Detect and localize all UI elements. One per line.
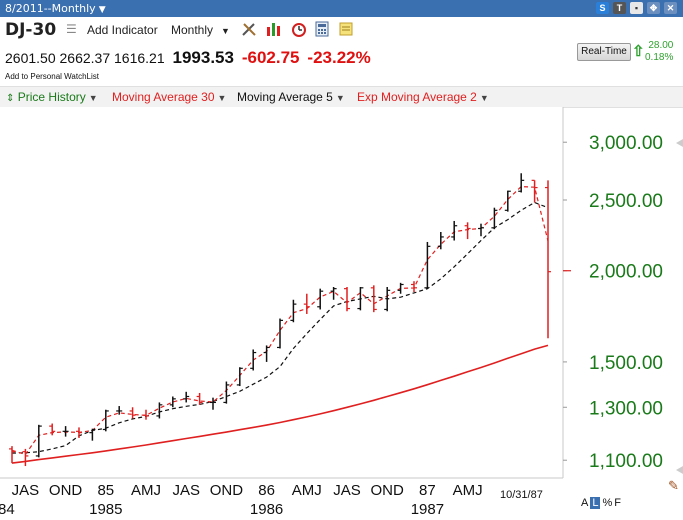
chevron-down-icon: ▼ <box>335 93 345 103</box>
x-tick-label: JAS <box>333 482 361 499</box>
x-tick-label: OND <box>49 482 83 499</box>
window-title-wrap[interactable]: 8/2011--Monthly ▼ <box>5 2 106 15</box>
ma5-line <box>11 201 549 454</box>
up-arrow-icon: ⇧ <box>632 43 645 60</box>
y-tick-label: 3,000.00 <box>589 133 663 154</box>
notes-icon[interactable] <box>338 21 354 37</box>
chart-toolbar: DJ-30 ☰ Add Indicator Monthly ▼ <box>0 17 683 44</box>
y-axis: 3,000.00 2,500.00 2,000.00 1,500.00 1,300.00… <box>563 133 683 474</box>
x-tick-label: AMJ <box>292 482 322 499</box>
legend-label: Moving Average 5 <box>237 90 333 104</box>
legend-ma30[interactable]: Moving Average 30 ▼ <box>112 90 226 104</box>
indicator-legend: ⇕ Price History ▼ Moving Average 30 ▼ Movi… <box>0 86 683 108</box>
y-tick-label: 2,500.00 <box>589 191 663 212</box>
scale-auto-button[interactable]: A <box>581 497 589 509</box>
y-tick-label: 2,000.00 <box>589 262 663 283</box>
scale-buttons: A L% F <box>581 497 623 509</box>
x-year-label: 1986 <box>250 501 283 517</box>
ema2-layer <box>11 185 549 456</box>
price-bars-layer <box>9 173 551 467</box>
legend-label: Price History <box>17 90 86 104</box>
scale-fixed-button[interactable]: F <box>614 497 621 509</box>
window-titlebar: 8/2011--Monthly ▼ S T ▪ ✥ ✕ <box>0 0 683 17</box>
title-dropdown-icon[interactable]: ▼ <box>98 5 106 15</box>
x-year-label: 1987 <box>411 501 444 517</box>
x-year-label: 84 <box>0 501 15 517</box>
x-tick-label: JAS <box>172 482 200 499</box>
expand-icon: ⇕ <box>6 93 15 104</box>
symbol-label[interactable]: DJ-30 <box>5 20 57 40</box>
realtime-change-block: 28.00 0.18% <box>645 40 673 64</box>
period-select[interactable]: Monthly ▼ <box>171 23 230 37</box>
quote-last: 1993.53 <box>172 48 234 67</box>
close-icon[interactable]: ✕ <box>664 2 677 14</box>
legend-label: Moving Average 30 <box>112 90 215 104</box>
tv-icon[interactable]: T <box>613 2 626 14</box>
x-tick-label: 85 <box>97 482 114 499</box>
ma30-line <box>11 344 549 464</box>
list-icon[interactable]: ☰ <box>66 22 77 36</box>
ma5-layer <box>11 201 549 454</box>
x-tick-label: OND <box>371 482 405 499</box>
window-controls: S T ▪ ✥ ✕ <box>596 2 677 14</box>
scale-log-button[interactable]: L <box>590 497 601 509</box>
quote-low: 1616.21 <box>114 50 165 66</box>
chart-type-icon[interactable] <box>266 21 282 37</box>
x-tick-label: JAS <box>12 482 40 499</box>
add-to-watchlist-link[interactable]: Add to Personal WatchList <box>5 72 99 81</box>
chevron-down-icon: ▼ <box>217 93 227 103</box>
chevron-down-icon: ▼ <box>479 93 489 103</box>
x-tick-label: AMJ <box>131 482 161 499</box>
legend-label: Exp Moving Average 2 <box>357 90 477 104</box>
quote-high: 2662.37 <box>59 50 111 66</box>
x-tick-label: 86 <box>258 482 275 499</box>
legend-ma5[interactable]: Moving Average 5 ▼ <box>237 90 345 104</box>
scroll-up-icon <box>676 139 683 147</box>
realtime-change-pct: 0.18% <box>645 52 674 63</box>
x-tick-label: AMJ <box>453 482 483 499</box>
ma30-layer <box>11 344 549 464</box>
drawing-tools-icon[interactable] <box>241 21 257 37</box>
y-tick-label: 1,300.00 <box>589 398 663 419</box>
s-plus-icon[interactable]: S <box>596 2 609 14</box>
alarm-clock-icon[interactable] <box>291 21 307 37</box>
y-tick-label: 1,100.00 <box>589 451 663 472</box>
x-tick-label: 87 <box>419 482 436 499</box>
x-year-label: 1985 <box>89 501 122 517</box>
y-tick-label: 1,500.00 <box>589 353 663 374</box>
chevron-down-icon: ▼ <box>88 93 98 103</box>
move-icon[interactable]: ✥ <box>647 2 660 14</box>
scale-percent-button[interactable]: % <box>602 497 613 509</box>
legend-ema2[interactable]: Exp Moving Average 2 ▼ <box>357 90 489 104</box>
ema2-line <box>11 185 549 456</box>
date-label: 10/31/87 <box>500 489 543 501</box>
plot-area <box>0 107 563 517</box>
quote-line: 2601.50 2662.37 1616.21 1993.53 -602.75 … <box>5 48 371 68</box>
price-chart[interactable]: 3,000.00 2,500.00 2,000.00 1,500.00 1,300.00… <box>0 107 683 517</box>
pencil-icon[interactable]: ✎ <box>668 478 679 493</box>
real-time-button[interactable]: Real-Time <box>577 43 631 61</box>
chevron-down-icon: ▼ <box>221 26 230 36</box>
period-label: Monthly <box>171 23 214 37</box>
quote-change: -602.75 <box>241 48 300 67</box>
add-indicator-button[interactable]: Add Indicator <box>87 23 158 37</box>
x-tick-label: OND <box>210 482 244 499</box>
calculator-icon[interactable] <box>314 21 330 37</box>
save-icon[interactable]: ▪ <box>630 2 643 14</box>
window-title: 8/2011--Monthly <box>5 2 96 15</box>
quote-open: 2601.50 <box>5 50 56 66</box>
scroll-down-icon <box>676 466 683 474</box>
legend-price-history[interactable]: ⇕ Price History ▼ <box>6 90 98 104</box>
x-axis: JAS OND 85 AMJ JAS OND 86 AMJ JAS OND 87 AMJ 84 1985 1… <box>0 477 563 517</box>
quote-change-pct: -23.22% <box>307 48 371 67</box>
realtime-change: 28.00 <box>648 40 674 51</box>
